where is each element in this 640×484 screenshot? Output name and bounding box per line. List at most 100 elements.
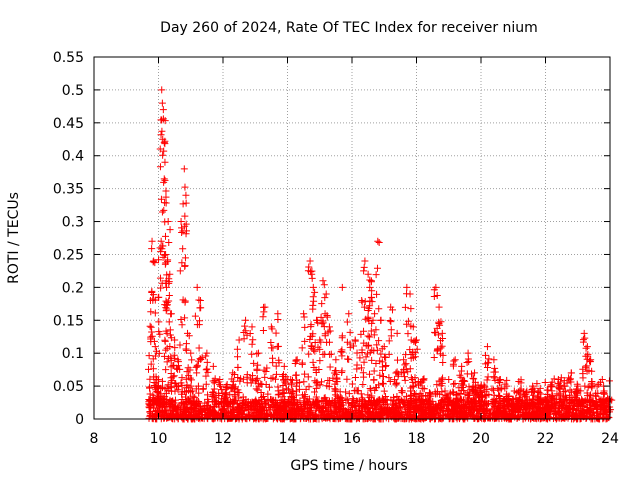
background-point bbox=[388, 405, 396, 413]
data-point-cluster bbox=[234, 373, 242, 381]
background-point bbox=[238, 413, 246, 421]
background-point bbox=[534, 405, 542, 413]
background-point bbox=[274, 383, 282, 391]
background-point bbox=[509, 411, 517, 419]
data-point-cluster bbox=[388, 306, 396, 314]
background-point bbox=[311, 414, 319, 422]
data-point-cluster bbox=[162, 346, 170, 354]
background-point bbox=[366, 384, 374, 392]
data-point-cluster bbox=[398, 368, 406, 376]
data-point-cluster bbox=[362, 353, 370, 361]
data-point-cluster bbox=[338, 367, 346, 375]
background-point bbox=[469, 374, 477, 382]
background-point bbox=[146, 390, 154, 398]
data-point-cluster bbox=[504, 402, 512, 410]
data-point-cluster bbox=[563, 403, 571, 411]
background-point bbox=[259, 404, 267, 412]
background-point bbox=[411, 406, 419, 414]
data-point-cluster bbox=[433, 346, 441, 354]
background-point bbox=[195, 410, 203, 418]
background-point bbox=[163, 395, 171, 403]
data-point-cluster bbox=[202, 380, 210, 388]
data-point-cluster bbox=[595, 395, 603, 403]
background-point bbox=[249, 412, 257, 420]
background-point bbox=[267, 401, 275, 409]
data-point bbox=[254, 349, 262, 357]
data-point-cluster bbox=[292, 391, 300, 399]
data-point-cluster bbox=[331, 380, 339, 388]
data-point-cluster bbox=[320, 281, 328, 289]
data-point-cluster bbox=[470, 386, 478, 394]
data-point-cluster bbox=[156, 397, 164, 405]
x-tick-label: 24 bbox=[601, 431, 619, 447]
data-point-cluster bbox=[459, 381, 467, 389]
data-point-cluster bbox=[463, 370, 471, 378]
data-point-cluster bbox=[325, 383, 333, 391]
x-tick-label: 20 bbox=[472, 431, 490, 447]
background-point bbox=[240, 406, 248, 414]
data-point-cluster bbox=[438, 342, 446, 350]
data-point-cluster bbox=[253, 376, 261, 384]
data-point-cluster bbox=[316, 357, 324, 365]
data-point-cluster bbox=[465, 358, 473, 366]
data-point-cluster bbox=[496, 392, 504, 400]
axis-ticks: 8 10 12 14 16 18 20 22 24 0 0.05 0.1 0.15 0.2 0.25 0.3 0… bbox=[53, 50, 619, 447]
data-point-cluster bbox=[380, 372, 388, 380]
background-point bbox=[507, 414, 515, 422]
data-point-cluster bbox=[566, 376, 574, 384]
data-point-cluster bbox=[547, 382, 555, 390]
data-point-cluster bbox=[359, 369, 367, 377]
data-point-cluster bbox=[209, 388, 217, 396]
data-point bbox=[393, 329, 401, 337]
data-point-cluster bbox=[343, 318, 351, 326]
data-point-cluster bbox=[407, 305, 415, 313]
data-point-cluster bbox=[418, 384, 426, 392]
data-point-cluster bbox=[439, 359, 447, 367]
data-point-cluster bbox=[364, 332, 372, 340]
background-point bbox=[495, 410, 503, 418]
data-point-cluster bbox=[516, 397, 524, 405]
data-point-cluster bbox=[234, 353, 242, 361]
background-point bbox=[460, 405, 468, 413]
background-point bbox=[189, 414, 197, 422]
data-point-cluster bbox=[404, 330, 412, 338]
data-point-cluster bbox=[437, 350, 445, 358]
data-point-cluster bbox=[157, 131, 165, 139]
data-point-cluster bbox=[561, 401, 569, 409]
data-point-cluster bbox=[344, 355, 352, 363]
data-point-cluster bbox=[605, 406, 613, 414]
background-point bbox=[271, 403, 279, 411]
background-point bbox=[380, 387, 388, 395]
background-point bbox=[481, 414, 489, 422]
data-point-cluster bbox=[292, 371, 300, 379]
data-point-cluster bbox=[393, 356, 401, 364]
background-point bbox=[389, 401, 397, 409]
data-point-cluster bbox=[181, 262, 189, 270]
data-point-cluster bbox=[289, 376, 297, 384]
background-point bbox=[530, 414, 538, 422]
data-point-cluster bbox=[301, 323, 309, 331]
data-point-cluster bbox=[211, 394, 219, 402]
data-point-cluster bbox=[484, 373, 492, 381]
data-point bbox=[471, 369, 479, 377]
background-point bbox=[248, 406, 256, 414]
data-point-cluster bbox=[387, 326, 395, 334]
background-point bbox=[456, 390, 464, 397]
data-point-cluster bbox=[307, 321, 315, 329]
data-point-cluster bbox=[155, 256, 163, 264]
data-point-cluster bbox=[477, 388, 485, 396]
data-point-cluster bbox=[215, 378, 223, 386]
data-point-cluster bbox=[182, 199, 190, 207]
data-point-cluster bbox=[566, 391, 574, 399]
data-point-cluster bbox=[426, 389, 434, 397]
data-point bbox=[364, 270, 372, 278]
data-point-cluster bbox=[365, 341, 373, 349]
data-point-cluster bbox=[373, 346, 381, 354]
data-point-cluster bbox=[411, 338, 419, 346]
data-point-cluster bbox=[457, 367, 465, 375]
data-point-cluster bbox=[547, 383, 555, 391]
x-tick-label: 22 bbox=[537, 431, 555, 447]
background-point bbox=[452, 411, 460, 419]
data-point bbox=[435, 303, 443, 311]
data-point-cluster bbox=[185, 332, 193, 340]
